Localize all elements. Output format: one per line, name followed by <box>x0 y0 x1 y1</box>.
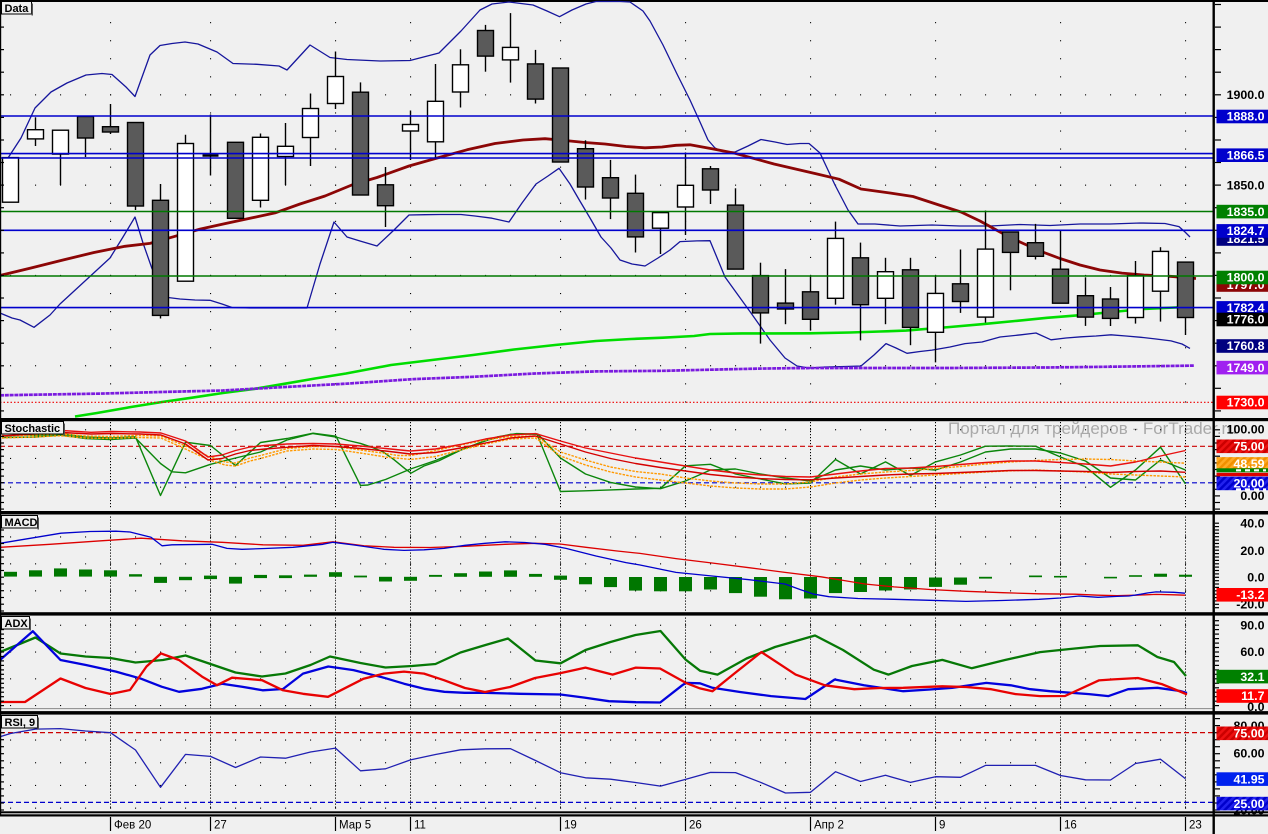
svg-text:0.0: 0.0 <box>1247 700 1264 714</box>
svg-text:20.0: 20.0 <box>1240 544 1264 558</box>
svg-text:9: 9 <box>939 820 945 832</box>
svg-text:Фев 20: Фев 20 <box>114 820 151 832</box>
svg-text:75.00: 75.00 <box>1233 727 1264 741</box>
svg-text:1888.0: 1888.0 <box>1227 110 1265 124</box>
svg-text:16: 16 <box>1064 820 1077 832</box>
svg-text:27: 27 <box>214 820 227 832</box>
svg-text:ADX: ADX <box>5 618 29 630</box>
svg-text:23: 23 <box>1189 820 1202 832</box>
svg-text:60.00: 60.00 <box>1233 746 1264 760</box>
svg-text:0.00: 0.00 <box>1240 489 1264 503</box>
svg-text:11: 11 <box>414 820 426 832</box>
svg-text:Портал для трейдеров - ForTrad: Портал для трейдеров - ForTrader.ru <box>948 419 1237 438</box>
svg-text:RSI, 9: RSI, 9 <box>5 717 36 729</box>
svg-text:60.0: 60.0 <box>1240 645 1264 659</box>
svg-text:32.1: 32.1 <box>1240 670 1264 684</box>
svg-text:Апр 2: Апр 2 <box>814 820 844 832</box>
svg-text:1760.8: 1760.8 <box>1227 339 1265 353</box>
svg-text:48.59: 48.59 <box>1233 457 1264 471</box>
svg-text:1835.0: 1835.0 <box>1227 205 1265 219</box>
svg-text:-13.2: -13.2 <box>1236 588 1264 602</box>
svg-text:41.95: 41.95 <box>1233 772 1264 786</box>
svg-text:1730.0: 1730.0 <box>1227 396 1265 410</box>
svg-text:1866.5: 1866.5 <box>1227 148 1265 162</box>
svg-text:19: 19 <box>564 820 577 832</box>
svg-text:20.00: 20.00 <box>1233 477 1264 491</box>
svg-text:100.00: 100.00 <box>1227 423 1265 437</box>
svg-text:90.0: 90.0 <box>1240 618 1264 632</box>
svg-text:1776.0: 1776.0 <box>1227 313 1265 327</box>
svg-text:75.00: 75.00 <box>1233 440 1264 454</box>
svg-text:40.0: 40.0 <box>1240 516 1264 530</box>
svg-text:Stochastic: Stochastic <box>5 423 61 435</box>
svg-text:1749.0: 1749.0 <box>1227 361 1265 375</box>
svg-text:1782.4: 1782.4 <box>1227 301 1265 315</box>
svg-text:26: 26 <box>689 820 702 832</box>
svg-text:Data: Data <box>5 3 30 15</box>
svg-text:11.7: 11.7 <box>1241 689 1265 703</box>
svg-text:1900.0: 1900.0 <box>1227 88 1265 102</box>
svg-text:1824.7: 1824.7 <box>1227 224 1265 238</box>
svg-text:1800.0: 1800.0 <box>1227 271 1265 285</box>
svg-text:Мар 5: Мар 5 <box>339 820 371 832</box>
svg-text:1850.0: 1850.0 <box>1227 178 1265 192</box>
svg-text:MACD: MACD <box>5 517 38 529</box>
svg-text:25.00: 25.00 <box>1233 797 1264 811</box>
svg-text:0.0: 0.0 <box>1247 571 1264 585</box>
